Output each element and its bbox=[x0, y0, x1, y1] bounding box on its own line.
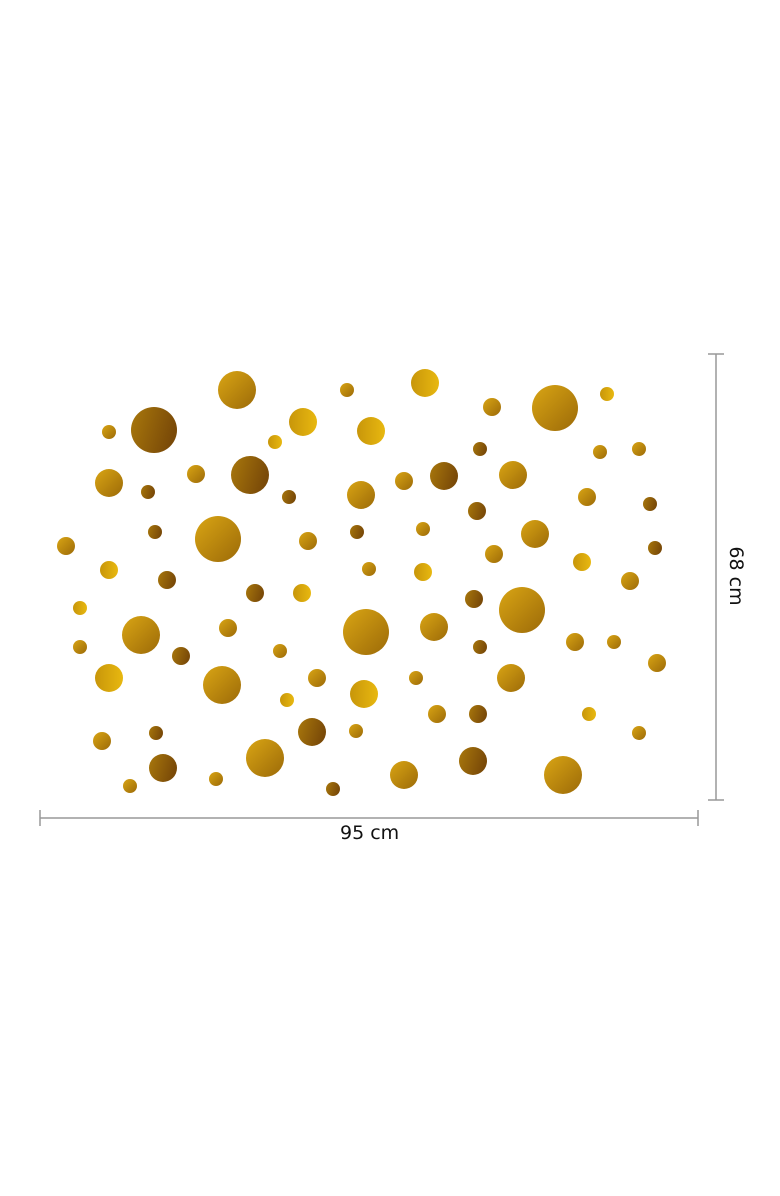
gold-dot bbox=[95, 664, 123, 692]
gold-dot bbox=[122, 616, 160, 654]
gold-dot bbox=[473, 640, 487, 654]
gold-dot bbox=[57, 537, 75, 555]
gold-dot bbox=[246, 739, 284, 777]
gold-dot bbox=[362, 562, 376, 576]
gold-dot bbox=[582, 707, 596, 721]
gold-dot bbox=[100, 561, 118, 579]
gold-dot bbox=[573, 553, 591, 571]
gold-dot bbox=[390, 761, 418, 789]
gold-dot bbox=[578, 488, 596, 506]
gold-dot bbox=[293, 584, 311, 602]
gold-dot bbox=[409, 671, 423, 685]
gold-dot bbox=[600, 387, 614, 401]
gold-dot bbox=[593, 445, 607, 459]
gold-dot bbox=[483, 398, 501, 416]
gold-dot bbox=[499, 461, 527, 489]
gold-dot bbox=[141, 485, 155, 499]
gold-dot bbox=[246, 584, 264, 602]
gold-dot bbox=[326, 782, 340, 796]
gold-dot bbox=[497, 664, 525, 692]
gold-dot bbox=[282, 490, 296, 504]
gold-dot bbox=[414, 563, 432, 581]
gold-dot bbox=[340, 383, 354, 397]
gold-dot bbox=[648, 541, 662, 555]
gold-dot bbox=[621, 572, 639, 590]
gold-dot bbox=[411, 369, 439, 397]
gold-dot bbox=[347, 481, 375, 509]
gold-dot bbox=[131, 407, 177, 453]
gold-dot bbox=[219, 619, 237, 637]
gold-dot bbox=[350, 680, 378, 708]
gold-dot bbox=[416, 522, 430, 536]
gold-dot bbox=[93, 732, 111, 750]
gold-dot bbox=[73, 601, 87, 615]
gold-dot bbox=[73, 640, 87, 654]
gold-dot bbox=[218, 371, 256, 409]
gold-dot bbox=[203, 666, 241, 704]
gold-dot bbox=[308, 669, 326, 687]
gold-dot bbox=[268, 435, 282, 449]
gold-dot bbox=[343, 609, 389, 655]
gold-dot bbox=[149, 754, 177, 782]
gold-dot bbox=[459, 747, 487, 775]
gold-dot bbox=[299, 532, 317, 550]
gold-dot bbox=[485, 545, 503, 563]
gold-dot bbox=[95, 469, 123, 497]
gold-dot bbox=[209, 772, 223, 786]
gold-dot bbox=[280, 693, 294, 707]
polka-dots bbox=[57, 369, 666, 796]
gold-dot bbox=[566, 633, 584, 651]
gold-dot bbox=[544, 756, 582, 794]
gold-dot bbox=[632, 442, 646, 456]
gold-dot bbox=[430, 462, 458, 490]
gold-dot bbox=[395, 472, 413, 490]
gold-dot bbox=[148, 525, 162, 539]
gold-dot bbox=[428, 705, 446, 723]
gold-dot bbox=[521, 520, 549, 548]
gold-dot bbox=[123, 779, 137, 793]
gold-dot bbox=[273, 644, 287, 658]
gold-dot bbox=[420, 613, 448, 641]
gold-dot bbox=[469, 705, 487, 723]
gold-dot bbox=[298, 718, 326, 746]
gold-dot bbox=[231, 456, 269, 494]
gold-dot bbox=[158, 571, 176, 589]
gold-dot bbox=[648, 654, 666, 672]
gold-dot bbox=[350, 525, 364, 539]
gold-dot bbox=[499, 587, 545, 633]
gold-dot bbox=[172, 647, 190, 665]
gold-dot bbox=[473, 442, 487, 456]
gold-dot bbox=[187, 465, 205, 483]
gold-dot bbox=[289, 408, 317, 436]
gold-dot bbox=[465, 590, 483, 608]
width-dimension-line bbox=[39, 810, 699, 826]
gold-dot bbox=[607, 635, 621, 649]
gold-dot bbox=[195, 516, 241, 562]
gold-dot bbox=[149, 726, 163, 740]
gold-dot bbox=[357, 417, 385, 445]
height-dimension-line bbox=[708, 353, 724, 801]
height-label: 68 cm bbox=[725, 546, 747, 606]
gold-dot bbox=[532, 385, 578, 431]
width-label: 95 cm bbox=[340, 822, 400, 844]
gold-dot bbox=[349, 724, 363, 738]
gold-dot bbox=[632, 726, 646, 740]
gold-dot bbox=[643, 497, 657, 511]
gold-dot bbox=[102, 425, 116, 439]
gold-dot bbox=[468, 502, 486, 520]
